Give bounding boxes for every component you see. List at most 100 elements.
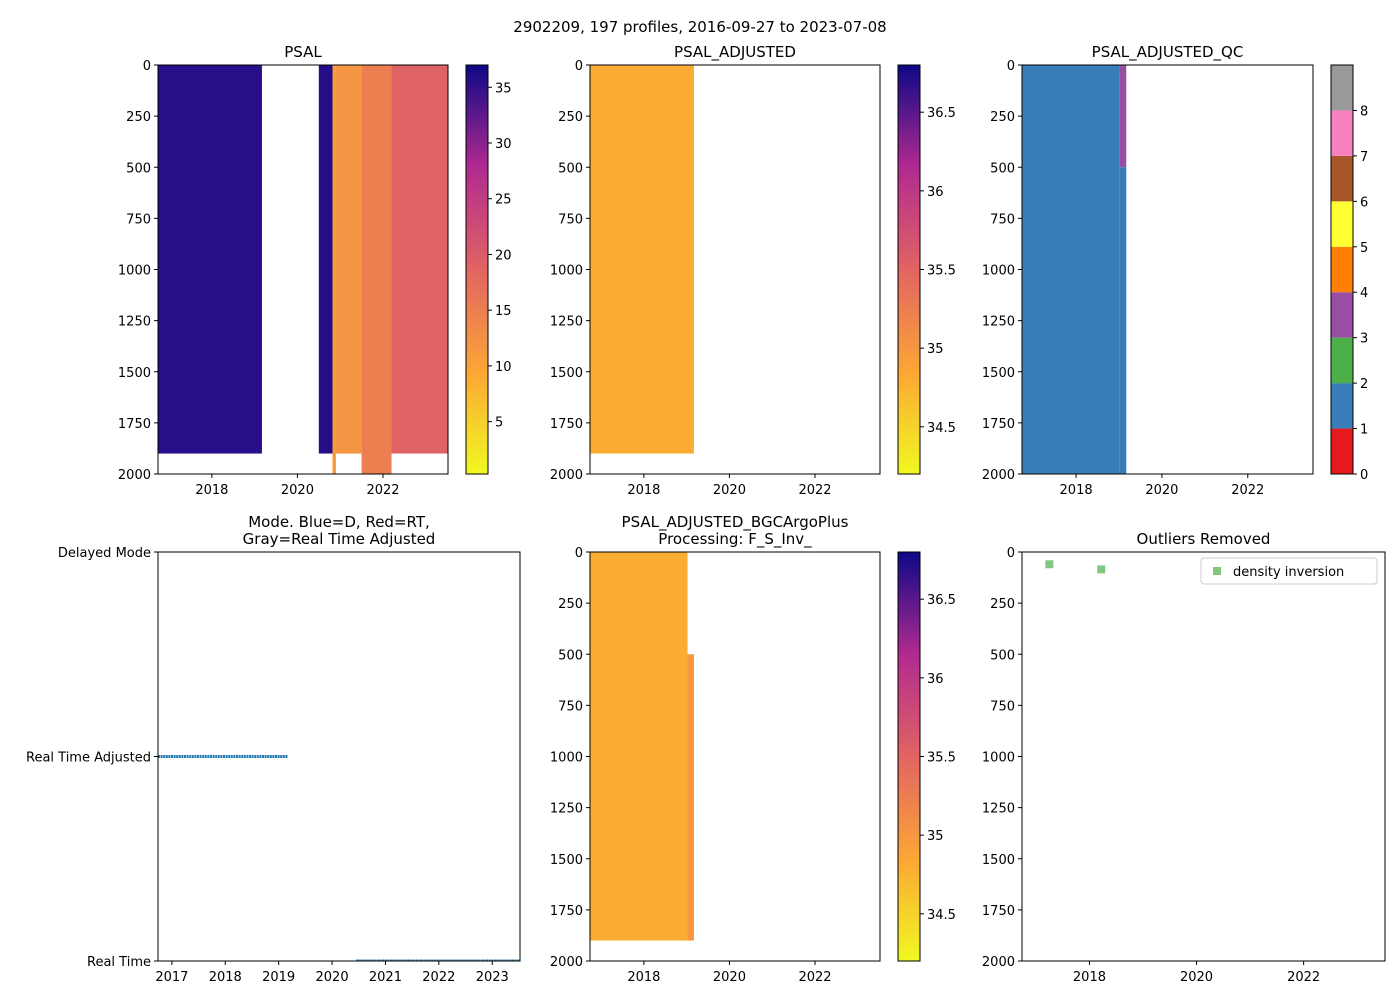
heatmap-cell [335, 65, 362, 454]
colorbar-tick-label: 35 [927, 829, 944, 844]
y-tick-label: 500 [558, 161, 583, 176]
panel-title-line: PSAL_ADJUSTED_QC [1092, 43, 1244, 62]
x-tick-label: 2022 [1231, 483, 1264, 498]
colorbar-tick-label: 7 [1360, 150, 1368, 165]
x-tick-label: 2020 [713, 970, 746, 985]
y-tick-label: 1250 [982, 802, 1015, 817]
y-tick-label: 1000 [118, 264, 151, 279]
y-tick-label: 750 [558, 699, 583, 714]
y-tick-label: Real Time [87, 955, 151, 970]
x-tick-label: 2022 [1287, 970, 1320, 985]
colorbar-fill [898, 65, 920, 474]
x-tick-label: 2021 [369, 970, 402, 985]
y-tick-label: 1250 [550, 802, 583, 817]
y-tick-label: 2000 [550, 955, 583, 970]
x-tick-label: 2020 [1145, 483, 1178, 498]
colorbar-frame [897, 64, 921, 475]
outlier-point [1097, 565, 1106, 574]
x-tick-label: 2023 [476, 970, 509, 985]
plot-data [158, 65, 448, 474]
y-tick-label: 500 [126, 161, 151, 176]
colorbar-tick-label: 30 [495, 137, 512, 152]
heatmap-cell [318, 65, 333, 454]
colorbar-frame [465, 64, 489, 475]
x-tick-label: 2022 [366, 483, 399, 498]
y-tick-label: 1500 [118, 366, 151, 381]
colorbar-segment [1331, 65, 1353, 111]
colorbar-tick-label: 36.5 [927, 593, 956, 608]
y-tick-label: 1000 [982, 751, 1015, 766]
colorbar-tick-label: 10 [495, 360, 512, 375]
y-tick-label: Delayed Mode [58, 546, 151, 561]
colorbar-segment [1331, 292, 1353, 338]
colorbar-tick-label: 25 [495, 193, 512, 208]
y-tick-label: 0 [1007, 59, 1015, 74]
colorbar-segment [1331, 246, 1353, 293]
colorbar-segment [1331, 110, 1353, 156]
y-tick-label: 1750 [550, 904, 583, 919]
y-tick-label: 500 [990, 161, 1015, 176]
y-tick-label: 250 [558, 110, 583, 125]
heatmap-cell [1022, 65, 1120, 474]
colorbar-tick-label: 4 [1360, 286, 1368, 301]
colorbar-segment [1331, 201, 1353, 247]
panel-outliers-removed: Outliers Removed 0 250 500 750 1000 1250 1500 17… [982, 530, 1386, 985]
colorbar-tick-label: 15 [495, 304, 512, 319]
y-tick-label: 0 [575, 59, 583, 74]
x-tick-label: 2019 [262, 970, 295, 985]
colorbar-tick-label: 8 [1360, 104, 1368, 119]
colorbar-frame [1330, 64, 1354, 475]
plot-data [590, 552, 694, 941]
colorbar-tick-label: 35 [927, 342, 944, 357]
x-tick-label: 2018 [1073, 970, 1106, 985]
colorbar-tick-label: 36 [927, 672, 944, 687]
y-tick-label: 0 [1007, 546, 1015, 561]
y-tick-label: 500 [558, 648, 583, 663]
panel-psal-adjusted-qc: PSAL_ADJUSTED_QC025050075010001250150017… [982, 43, 1368, 498]
y-tick-label: 750 [990, 212, 1015, 227]
y-tick-label: 1250 [982, 315, 1015, 330]
panel-title-line: Mode. Blue=D, Red=RT, [248, 513, 430, 531]
y-tick-label: 1000 [982, 264, 1015, 279]
y-tick-label: 1750 [982, 417, 1015, 432]
y-tick-label: 250 [990, 110, 1015, 125]
colorbar-tick-label: 20 [495, 248, 512, 263]
y-tick-label: 750 [126, 212, 151, 227]
colorbar-tick-label: 2 [1360, 377, 1368, 392]
y-tick-label: 1500 [550, 853, 583, 868]
axes-frame [589, 64, 881, 475]
panel-title: PSAL_ADJUSTED_QC [1092, 43, 1244, 62]
colorbar-tick-label: 5 [495, 416, 503, 431]
x-tick-label: 2018 [1060, 483, 1093, 498]
y-tick-label: 1750 [550, 417, 583, 432]
panel-psal: PSAL 0 250 500 750 1000 1250 1500 1750 2000 2018 20… [118, 43, 512, 498]
panel-title-line: PSAL_ADJUSTED_BGCArgoPlus [622, 513, 849, 532]
colorbar-tick-label: 34.5 [927, 421, 956, 436]
x-tick-label: 2022 [798, 483, 831, 498]
x-tick-label: 2018 [627, 483, 660, 498]
x-tick-label: 2020 [281, 483, 314, 498]
y-tick-label: 250 [126, 110, 151, 125]
y-tick-label: 0 [575, 546, 583, 561]
colorbar-tick-label: 5 [1360, 241, 1368, 256]
panel-title: Mode. Blue=D, Red=RT, Gray=Real Time Adju… [243, 513, 436, 548]
y-tick-label: 1500 [982, 853, 1015, 868]
panel-title: PSAL [284, 43, 322, 61]
y-tick-label: 1000 [550, 751, 583, 766]
panel-title: PSAL_ADJUSTED_BGCArgoPlus Processing: F_S… [622, 513, 849, 549]
legend-label: density inversion [1233, 565, 1344, 580]
colorbar-segment [1331, 337, 1353, 384]
axes-frame [1021, 64, 1314, 475]
panel-mode: Mode. Blue=D, Red=RT, Gray=Real Time Adju… [26, 513, 521, 985]
heatmap-cell [687, 654, 694, 941]
plot-data [590, 65, 694, 454]
x-tick-label: 2022 [422, 970, 455, 985]
x-tick-label: 2020 [316, 970, 349, 985]
y-tick-label: 0 [143, 59, 151, 74]
plot-data [1022, 65, 1127, 474]
colorbar-tick-label: 35 [495, 81, 512, 96]
heatmap-cell [1119, 65, 1127, 168]
y-tick-label: 2000 [550, 468, 583, 483]
outlier-point [1045, 560, 1054, 569]
panel-title-line: Processing: F_S_Inv_ [658, 530, 812, 549]
